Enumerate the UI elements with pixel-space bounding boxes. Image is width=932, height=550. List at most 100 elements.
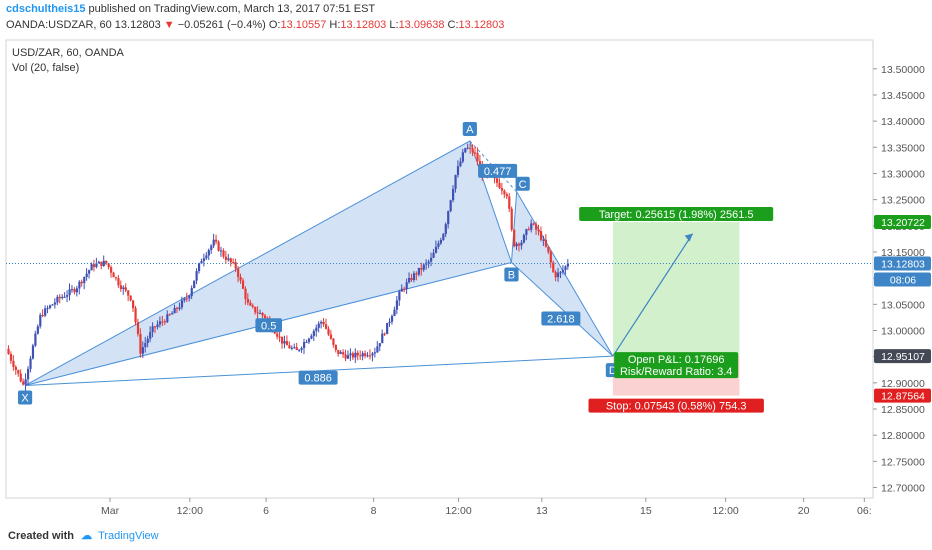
x-tick-label: 12:00 — [712, 505, 738, 517]
candle — [66, 295, 69, 297]
rr-text: Risk/Reward Ratio: 3.4 — [620, 366, 733, 378]
candle — [58, 296, 61, 299]
candle — [46, 307, 49, 309]
candle — [361, 353, 364, 357]
candle — [161, 321, 164, 323]
candle — [281, 336, 284, 344]
candle — [315, 327, 318, 332]
candle — [88, 270, 91, 274]
candle — [83, 277, 86, 284]
candle — [564, 266, 567, 271]
point-label-b-bg — [504, 267, 519, 282]
x-tick-label: 12:00 — [445, 505, 471, 517]
publish-date: published on TradingView.com, March 13, … — [88, 3, 376, 15]
candle — [290, 347, 293, 349]
candle — [454, 175, 457, 189]
candle — [520, 242, 523, 246]
candle — [554, 272, 557, 278]
candle — [505, 194, 508, 197]
candle — [368, 355, 372, 357]
candle — [366, 355, 369, 357]
candle — [212, 239, 215, 246]
last-price-tag-bg — [874, 256, 931, 271]
candle — [158, 321, 162, 325]
candle — [300, 348, 303, 350]
candle — [510, 208, 513, 230]
candle — [14, 366, 17, 371]
candle — [200, 261, 203, 264]
candle — [503, 190, 506, 195]
candle — [398, 291, 401, 301]
tradingview-brand[interactable]: TradingView — [98, 530, 159, 542]
point-label-x: X — [21, 392, 29, 404]
countdown-tag-bg — [874, 272, 931, 287]
candle — [107, 263, 110, 268]
candle — [329, 334, 333, 339]
candle — [303, 342, 306, 349]
candle — [34, 333, 37, 346]
candle — [276, 333, 279, 337]
candle — [371, 353, 374, 356]
y-tick-label: 13.05000 — [881, 299, 925, 311]
target-label: Target: 0.25615 (1.98%) 2561.5 — [599, 209, 754, 221]
y-tick-label: 12.90000 — [881, 378, 925, 390]
candle — [219, 250, 223, 252]
candle — [461, 152, 464, 162]
candle — [532, 223, 535, 225]
candle — [48, 305, 52, 308]
candle — [63, 296, 66, 298]
candle — [337, 349, 340, 354]
candle — [29, 358, 32, 369]
author-name[interactable]: cdschultheis15 — [6, 3, 86, 15]
candle — [12, 360, 15, 367]
candle — [26, 368, 30, 380]
created-with-text: Created with — [8, 530, 75, 542]
candle — [498, 182, 501, 189]
candle — [356, 352, 359, 356]
candle — [229, 258, 232, 263]
candle — [237, 268, 240, 277]
candle — [476, 152, 479, 162]
candle — [75, 288, 79, 293]
point-label-a: A — [466, 124, 474, 136]
candle — [537, 229, 540, 232]
candle — [459, 161, 462, 167]
candle — [547, 246, 550, 252]
candle — [544, 239, 548, 247]
last-price-tag: 13.12803 — [881, 258, 925, 270]
candle — [70, 289, 74, 291]
candle — [9, 354, 13, 361]
candle — [224, 256, 228, 260]
candle — [383, 333, 386, 335]
candle — [359, 355, 362, 357]
candle — [539, 231, 543, 240]
candle — [405, 282, 408, 290]
candle — [473, 152, 477, 154]
candle — [217, 241, 220, 251]
candle — [80, 281, 83, 284]
footer: Created with ☁ TradingView — [8, 529, 159, 542]
candle — [202, 258, 206, 262]
candle — [17, 370, 20, 374]
arrow-head-icon — [684, 233, 693, 242]
candle — [415, 273, 418, 275]
candle — [85, 273, 88, 278]
x-tick-label: 12:00 — [177, 505, 203, 517]
candle — [515, 243, 518, 247]
candle — [259, 313, 262, 315]
stop-price-tag-bg — [874, 388, 931, 403]
candle — [439, 239, 442, 244]
candle — [400, 288, 403, 292]
pnl-text: Open P&L: 0.17696 — [628, 354, 725, 366]
candle — [105, 260, 108, 264]
y-tick-label: 13.25000 — [881, 195, 925, 207]
candle — [114, 277, 118, 279]
candle — [307, 338, 311, 342]
candle — [452, 188, 455, 201]
candle — [408, 277, 411, 283]
candle — [327, 328, 330, 335]
candle — [434, 246, 438, 253]
candle — [464, 148, 467, 153]
candle — [322, 321, 325, 325]
